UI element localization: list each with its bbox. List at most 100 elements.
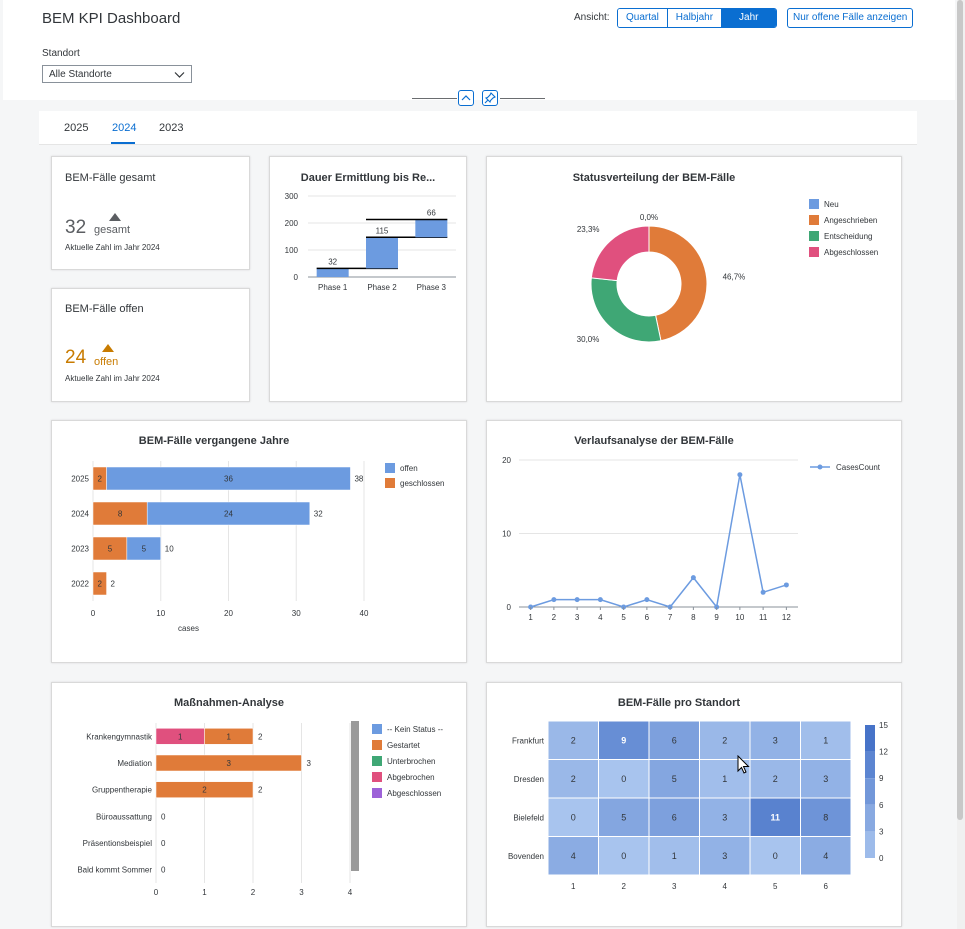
cell-value: 2 bbox=[571, 735, 576, 745]
trend-up-icon bbox=[102, 344, 114, 352]
chart-title: Maßnahmen-Analyse bbox=[173, 697, 285, 709]
heatmap-cell bbox=[648, 797, 700, 837]
chart-title: BEM-Fälle pro Standort bbox=[617, 697, 741, 709]
total-label: 0 bbox=[161, 839, 166, 848]
legend-label: Abgeschlossen bbox=[387, 789, 441, 798]
heatmap-cell bbox=[699, 836, 751, 876]
kpi-total-title: BEM-Fälle gesamt bbox=[65, 172, 156, 184]
chart-title: Statusverteilung der BEM-Fälle bbox=[572, 172, 736, 184]
data-label: 5 bbox=[108, 545, 113, 554]
heatmap-cell bbox=[749, 720, 801, 760]
legend-swatch bbox=[372, 740, 382, 750]
data-label: 115 bbox=[376, 226, 389, 235]
view-option-quartal[interactable]: Quartal bbox=[618, 9, 668, 27]
data-point bbox=[574, 597, 580, 603]
view-segmented-button[interactable]: Quartal Halbjahr Jahr bbox=[617, 8, 777, 28]
heatmap-cell bbox=[749, 797, 801, 837]
scale-tick-label: 6 bbox=[879, 801, 884, 810]
column-label: 4 bbox=[723, 882, 728, 891]
standort-select-value: Alle Standorte bbox=[49, 69, 112, 80]
x-tick-label: 8 bbox=[691, 613, 696, 622]
standort-select[interactable]: Alle Standorte bbox=[42, 65, 192, 83]
legend-swatch bbox=[372, 788, 382, 798]
x-tick-label: 1 bbox=[528, 613, 533, 622]
view-option-halbjahr[interactable]: Halbjahr bbox=[667, 9, 723, 27]
data-point bbox=[551, 597, 557, 603]
years-bar-card[interactable]: BEM-Fälle vergangene Jahre 0 10 20 30 40 case… bbox=[51, 420, 467, 663]
cell-value: 5 bbox=[621, 812, 626, 822]
y-tick-label: 300 bbox=[285, 192, 299, 201]
legend-label: Neu bbox=[824, 200, 839, 209]
heatmap-cell bbox=[547, 759, 599, 799]
donut-slice bbox=[590, 277, 662, 343]
collapse-header-button[interactable] bbox=[458, 90, 474, 106]
legend-swatch bbox=[372, 756, 382, 766]
kpi-total-value: 32 bbox=[65, 217, 87, 238]
x-tick-label: 30 bbox=[292, 609, 301, 618]
chevron-down-icon bbox=[174, 72, 185, 78]
status-donut-chart: 0,0% 46,7% 30,0% 23,3% Neu Angeschrieben Entsc… bbox=[577, 199, 878, 344]
view-option-jahr[interactable]: Jahr bbox=[722, 9, 776, 27]
heatmap-card[interactable]: BEM-Fälle pro Standort Frankfurt 2 9 6 2 3 1 Dr… bbox=[486, 682, 902, 927]
waterfall-chart-card[interactable]: Dauer Ermittlung bis Re... 0 100 200 300 32 P… bbox=[269, 156, 467, 402]
cell-value: 3 bbox=[773, 735, 778, 745]
status-donut-card[interactable]: Statusverteilung der BEM-Fälle 0,0% 46,7%… bbox=[486, 156, 902, 402]
x-tick-label: 40 bbox=[360, 609, 369, 618]
x-tick-label: 2 bbox=[552, 613, 557, 622]
column-label: 5 bbox=[773, 882, 778, 891]
total-label: 10 bbox=[165, 545, 174, 554]
heatmap-cell bbox=[749, 759, 801, 799]
y-tick-label: Präsentionsbeispiel bbox=[83, 839, 153, 848]
tab-2025[interactable]: 2025 bbox=[64, 122, 89, 134]
heatmap-cell bbox=[648, 759, 700, 799]
heatmap-cell bbox=[598, 720, 650, 760]
bar-segment bbox=[155, 754, 302, 772]
legend-swatch bbox=[385, 478, 395, 488]
data-point bbox=[737, 472, 743, 478]
x-tick-label: Phase 3 bbox=[417, 283, 447, 292]
y-tick-label: 2022 bbox=[71, 580, 89, 589]
data-label: 3 bbox=[227, 759, 232, 768]
heatmap-cell bbox=[598, 759, 650, 799]
scale-band bbox=[865, 778, 875, 805]
tab-2024[interactable]: 2024 bbox=[112, 122, 137, 134]
x-tick-label: 4 bbox=[598, 613, 603, 622]
legend-swatch bbox=[372, 772, 382, 782]
kpi-open-value: 24 bbox=[65, 347, 87, 368]
legend-marker bbox=[817, 464, 823, 470]
slice-label: 0,0% bbox=[640, 213, 658, 222]
data-label: 24 bbox=[224, 510, 233, 519]
legend-swatch bbox=[809, 199, 819, 209]
x-tick-label: 3 bbox=[575, 613, 580, 622]
data-label: 2 bbox=[98, 580, 103, 589]
x-tick-label: 11 bbox=[759, 613, 768, 622]
kpi-card-open[interactable]: BEM-Fälle offen 24 offen Aktuelle Zahl i… bbox=[51, 288, 250, 402]
pin-header-button[interactable] bbox=[482, 90, 498, 106]
years-bar-chart: 0 10 20 30 40 cases 2025 2 36 38 2024 8 24 32 2023 5 5 10… bbox=[71, 461, 444, 633]
page-scrollbar-thumb[interactable] bbox=[957, 0, 963, 820]
kpi-open-unit: offen bbox=[94, 356, 119, 368]
trend-line-card[interactable]: Verlaufsanalyse der BEM-Fälle 0 10 20 1 2 3 4 5… bbox=[486, 420, 902, 663]
x-tick-label: 4 bbox=[348, 888, 353, 897]
measures-bar-chart: 0 1 2 3 4 Krankengymnastik 1 1 2 Mediation 3 3 Grupp… bbox=[77, 721, 443, 897]
scale-band bbox=[865, 831, 875, 858]
open-cases-filter-button[interactable]: Nur offene Fälle anzeigen bbox=[787, 8, 914, 28]
slice-label: 23,3% bbox=[577, 225, 600, 234]
series-line bbox=[530, 474, 787, 609]
measures-bar-card[interactable]: Maßnahmen-Analyse 0 1 2 3 4 Krankengymnastik 1… bbox=[51, 682, 467, 927]
scale-tick-label: 0 bbox=[879, 854, 884, 863]
cell-value: 3 bbox=[722, 812, 727, 822]
total-label: 3 bbox=[307, 759, 312, 768]
kpi-card-total[interactable]: BEM-Fälle gesamt 32 gesamt Aktuelle Zahl… bbox=[51, 156, 250, 270]
tab-2023[interactable]: 2023 bbox=[159, 122, 184, 134]
legend-swatch bbox=[372, 724, 382, 734]
data-label: 5 bbox=[142, 545, 147, 554]
cell-value: 4 bbox=[823, 851, 828, 861]
scale-band bbox=[865, 804, 875, 832]
total-label: 32 bbox=[314, 510, 323, 519]
legend-swatch bbox=[809, 247, 819, 257]
trend-up-icon bbox=[109, 213, 121, 221]
cell-value: 1 bbox=[823, 735, 828, 745]
heatmap-cell bbox=[547, 720, 599, 760]
